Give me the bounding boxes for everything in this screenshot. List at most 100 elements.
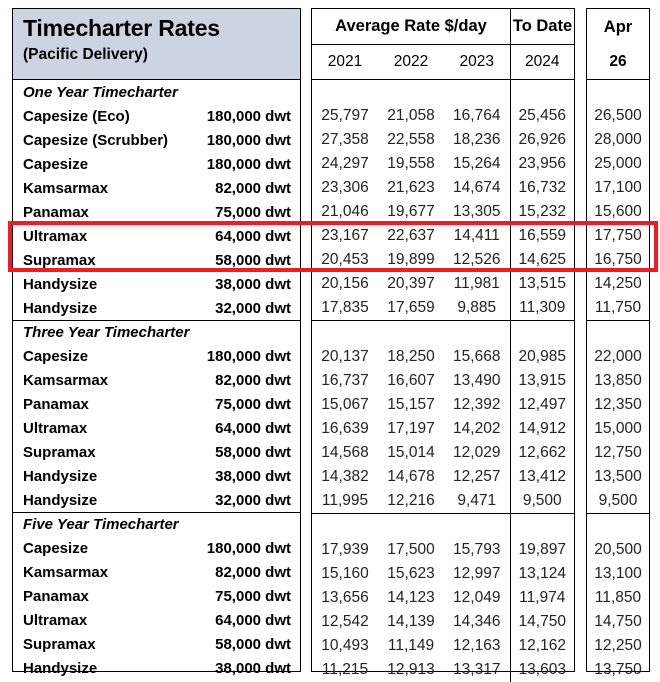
- spacer-cell: [312, 513, 378, 538]
- rate-cell: 11,750: [594, 299, 642, 316]
- average-rate-panel: Average Rate $/day To Date 2021 2022 202…: [311, 8, 575, 682]
- vessel-size-label: 64,000 dwt: [215, 227, 291, 245]
- vessel-type-label: Kamsarmax: [23, 179, 109, 197]
- table-row: 16,750: [587, 248, 649, 272]
- vessel-type-label: Ultramax: [23, 227, 88, 245]
- rate-cell: 19,558: [387, 155, 435, 172]
- spacer-cell: [378, 320, 444, 345]
- spacer-cell: [509, 320, 574, 345]
- table-title-block: Timecharter Rates (Pacific Delivery): [13, 9, 300, 80]
- rate-cell: 13,500: [594, 468, 642, 485]
- rate-cell: 28,000: [594, 131, 642, 148]
- table-row: 11,850: [587, 586, 649, 610]
- section-spacer-row: [587, 320, 649, 345]
- rate-cell: 12,350: [594, 396, 642, 413]
- rate-cell: 22,000: [594, 348, 642, 365]
- rate-cell: 14,139: [387, 613, 435, 630]
- rate-cell: 15,668: [453, 348, 501, 365]
- rate-cell: 17,835: [321, 299, 369, 316]
- rate-cell: 20,137: [321, 348, 369, 365]
- rate-cell: 19,897: [509, 538, 574, 562]
- vessel-size-label: 32,000 dwt: [215, 299, 291, 317]
- rate-cell: 12,049: [453, 589, 501, 606]
- table-row: 20,156 20,397 11,981 13,515: [312, 272, 574, 296]
- rate-cell: 20,500: [594, 541, 642, 558]
- rate-cell: 14,202: [453, 420, 501, 437]
- spacer-cell: [587, 80, 649, 104]
- table-row: Supramax 58,000 dwt: [13, 248, 300, 272]
- vessel-type-label: Kamsarmax: [23, 371, 109, 389]
- table-row: Ultramax 64,000 dwt: [13, 608, 300, 632]
- rate-cell: 13,490: [453, 372, 501, 389]
- rate-cell: 17,750: [594, 227, 642, 244]
- table-row: Handysize 38,000 dwt: [13, 272, 300, 296]
- vessel-size-label: 64,000 dwt: [215, 419, 291, 437]
- rate-cell: 15,157: [387, 396, 435, 413]
- table-row: 24,297 19,558 15,264 23,956: [312, 152, 574, 176]
- section-spacer-row: [587, 513, 649, 538]
- average-rate-values: 25,797 21,058 16,764 25,456 27,358 22,558 18,2…: [312, 80, 574, 682]
- rate-cell: 18,250: [387, 348, 435, 365]
- vessel-size-label: 180,000 dwt: [206, 347, 291, 365]
- spacer-cell: [444, 320, 510, 345]
- column-header-2023: 2023: [459, 53, 494, 70]
- table-row: 20,500: [587, 538, 649, 562]
- rate-cell: 15,623: [387, 565, 435, 582]
- rate-cell: 11,309: [509, 296, 574, 321]
- latest-month-label: Apr: [603, 17, 633, 36]
- rate-cell: 16,764: [453, 107, 501, 124]
- table-row: 23,306 21,623 14,674 16,732: [312, 176, 574, 200]
- rate-cell: 12,913: [387, 661, 435, 678]
- rate-cell: 17,939: [321, 541, 369, 558]
- rate-cell: 14,123: [387, 589, 435, 606]
- rate-cell: 12,750: [594, 444, 642, 461]
- vessel-type-label: Handysize: [23, 275, 98, 293]
- rate-cell: 12,392: [453, 396, 501, 413]
- vessel-type-label: Ultramax: [23, 419, 88, 437]
- rate-cell: 27,358: [321, 131, 369, 148]
- column-header-2024: 2024: [509, 45, 574, 80]
- table-row: Capesize (Eco) 180,000 dwt: [13, 104, 300, 128]
- vessel-size-label: 180,000 dwt: [206, 539, 291, 557]
- table-row: Ultramax 64,000 dwt: [13, 224, 300, 248]
- table-row: 11,995 12,216 9,471 9,500: [312, 489, 574, 514]
- vessel-type-label: Capesize (Scrubber): [23, 131, 169, 149]
- table-row: 17,750: [587, 224, 649, 248]
- vessel-size-label: 58,000 dwt: [215, 251, 291, 269]
- rate-cell: 20,453: [321, 251, 369, 268]
- year-header-row: 2021 2022 2023 2024: [312, 45, 574, 80]
- spacer-cell: [378, 80, 444, 104]
- rate-cell: 25,797: [321, 107, 369, 124]
- rate-cell: 9,471: [457, 492, 497, 509]
- table-row: 15,000: [587, 417, 649, 441]
- vessel-type-label: Capesize (Eco): [23, 107, 130, 125]
- spacer-cell: [312, 80, 378, 104]
- table-row: Handysize 38,000 dwt: [13, 464, 300, 488]
- table-row: 21,046 19,677 13,305 15,232: [312, 200, 574, 224]
- vessel-size-label: 32,000 dwt: [215, 491, 291, 509]
- spacer-cell: [587, 320, 649, 345]
- to-date-label: To Date: [512, 17, 573, 35]
- table-row: 25,000: [587, 152, 649, 176]
- vessel-size-label: 75,000 dwt: [215, 203, 291, 221]
- spacer-cell: [509, 80, 574, 104]
- rate-cell: 23,306: [321, 179, 369, 196]
- rate-cell: 14,411: [453, 227, 500, 244]
- vessel-size-label: 75,000 dwt: [215, 587, 291, 605]
- section-header: Three Year Timecharter: [13, 320, 300, 344]
- rate-cell: 17,659: [387, 299, 435, 316]
- table-row: 13,656 14,123 12,049 11,974: [312, 586, 574, 610]
- rate-cell: 15,264: [453, 155, 501, 172]
- vessel-type-label: Handysize: [23, 467, 98, 485]
- vessel-size-label: 180,000 dwt: [206, 107, 291, 125]
- rate-cell: 13,656: [321, 589, 369, 606]
- table-row: 15,160 15,623 12,997 13,124: [312, 562, 574, 586]
- vessel-size-label: 58,000 dwt: [215, 635, 291, 653]
- rate-cell: 12,216: [387, 492, 435, 509]
- vessel-type-label: Supramax: [23, 635, 96, 653]
- vessel-size-label: 38,000 dwt: [215, 467, 291, 485]
- rate-cell: 14,346: [453, 613, 501, 630]
- rate-cell: 16,737: [321, 372, 369, 389]
- rate-cell: 12,497: [509, 393, 574, 417]
- table-row: 16,737 16,607 13,490 13,915: [312, 369, 574, 393]
